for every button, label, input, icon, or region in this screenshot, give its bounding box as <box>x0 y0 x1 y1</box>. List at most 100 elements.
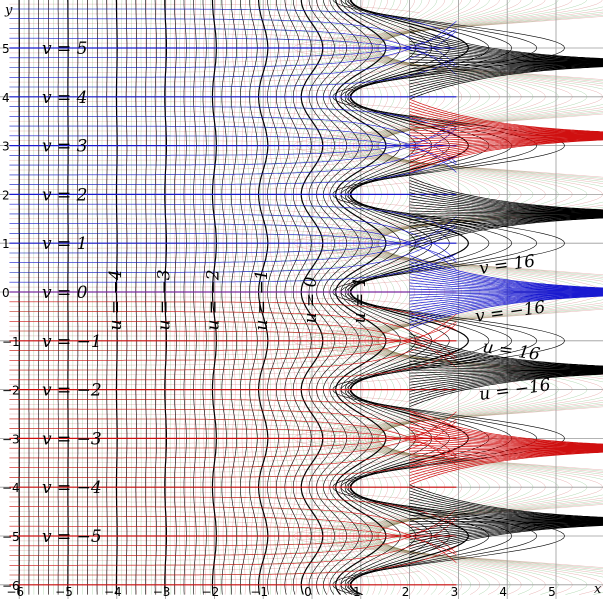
v-level-curve <box>9 233 457 263</box>
lobe-fan-line <box>409 522 603 531</box>
lobe-fan-line <box>409 62 603 70</box>
lobe-fan-line <box>409 261 603 289</box>
lobe-fan-line <box>409 373 603 404</box>
lobe-fan-line <box>409 126 603 136</box>
lobe-fan-line <box>409 63 603 76</box>
lobe-fan-line <box>409 270 603 290</box>
lobe-fan-line <box>409 255 603 289</box>
v-level-curve <box>9 418 457 466</box>
lobe-fan-line <box>409 450 603 476</box>
v-level-curve <box>9 116 457 163</box>
v-curve-label: v = 0 <box>42 283 88 303</box>
lobe-fan-line <box>409 137 603 158</box>
lobe-fan-line <box>409 204 603 214</box>
lobe-fan-line <box>409 65 603 91</box>
u-level-curve <box>258 0 269 595</box>
lobe-fan-line <box>409 63 603 73</box>
lobe-fan-line <box>409 64 603 79</box>
lobe-fan-line <box>409 28 603 60</box>
lobe-fan-line <box>409 279 603 291</box>
lobe-fan-line <box>409 216 603 242</box>
u-level-curve <box>125 0 128 595</box>
lobe-fan-line <box>409 448 603 452</box>
u-level-curve <box>292 0 312 595</box>
lobe-fan-line <box>409 524 603 556</box>
lobe-fan-line <box>409 351 603 369</box>
lobe-fan-line <box>409 348 603 368</box>
lobe-fan-line <box>409 285 603 292</box>
x-tick-label: 3 <box>451 585 459 599</box>
lobe-fan-line <box>409 292 603 302</box>
u-level-curve <box>183 0 187 595</box>
v-level-curve <box>9 253 457 283</box>
v-level-curve <box>9 448 457 478</box>
lobe-fan-line <box>409 522 603 534</box>
lobe-fan-line <box>409 294 603 320</box>
lobe-fan-line <box>409 521 603 528</box>
lobe-fan-line <box>409 293 603 311</box>
lobe-fan-line <box>409 487 603 518</box>
lobe-fan-line <box>409 123 603 135</box>
x-tick-label: −4 <box>104 585 122 599</box>
lobe-fan-line <box>409 180 603 211</box>
y-tick-label: 5 <box>2 42 10 56</box>
lobe-fan-line <box>409 201 603 213</box>
lobe-fan-line <box>409 372 603 392</box>
lobe-fan-line <box>409 441 603 448</box>
v-curve-label: v = 1 <box>42 234 87 254</box>
u-level-curve <box>332 0 565 595</box>
lobe-fan-line <box>409 273 603 291</box>
y-tick-label: 1 <box>2 237 10 251</box>
v-level-curve <box>9 311 457 359</box>
lobe-fan-line <box>409 371 603 386</box>
x-tick-label: −2 <box>202 585 220 599</box>
lobe-fan-line <box>409 444 603 449</box>
u-level-curve <box>174 0 177 595</box>
v-level-curve <box>9 518 457 566</box>
lobe-fan-line <box>409 493 603 519</box>
v-level-curve <box>9 408 457 456</box>
v-level-curve <box>9 28 457 76</box>
lobe-fan-line <box>409 517 603 522</box>
v-level-curve <box>9 20 457 68</box>
lobe-fan-line <box>409 136 603 146</box>
lobe-fan-line <box>409 136 603 143</box>
v-curve-label: v = 3 <box>42 137 87 157</box>
lobe-fan-line <box>409 438 603 448</box>
v-level-curve <box>9 18 457 66</box>
lobe-fan-line <box>409 523 603 541</box>
lobe-fan-line <box>409 371 603 389</box>
v-level-curve <box>9 135 457 165</box>
lobe-fan-line <box>409 414 603 445</box>
u-level-curve <box>240 0 248 595</box>
lobe-fan-line <box>409 360 603 370</box>
lobe-fan-line <box>409 295 603 323</box>
x-tick-label: 4 <box>499 585 507 599</box>
u-level-curve <box>164 0 167 595</box>
v-level-curve <box>9 321 457 368</box>
lobe-fan-line <box>409 138 603 164</box>
v-level-curve <box>9 213 457 261</box>
lobe-fan-line <box>409 451 603 486</box>
v-level-curve <box>9 419 457 449</box>
u-level-curve <box>340 0 538 595</box>
lobe-fan-line <box>409 267 603 290</box>
lobe-fan-line <box>409 357 603 370</box>
lobe-fan-line <box>409 64 603 85</box>
lobe-fan-line <box>409 258 603 289</box>
v-level-curve <box>9 428 457 458</box>
v-level-curve <box>9 516 457 564</box>
u-level-curve <box>284 0 301 595</box>
lobe-fan-line <box>409 295 603 326</box>
u-level-curve <box>145 0 147 595</box>
lobe-fan-line <box>409 217 603 245</box>
u-level-curve <box>135 0 138 595</box>
v-level-curve <box>9 125 457 173</box>
lobe-fan-line <box>409 139 603 173</box>
lobe-fan-line <box>409 339 603 367</box>
lobe-fan-line <box>409 426 603 447</box>
lobe-fan-line <box>409 294 603 317</box>
v-level-curve <box>9 8 457 38</box>
lobe-fan-line <box>409 373 603 401</box>
